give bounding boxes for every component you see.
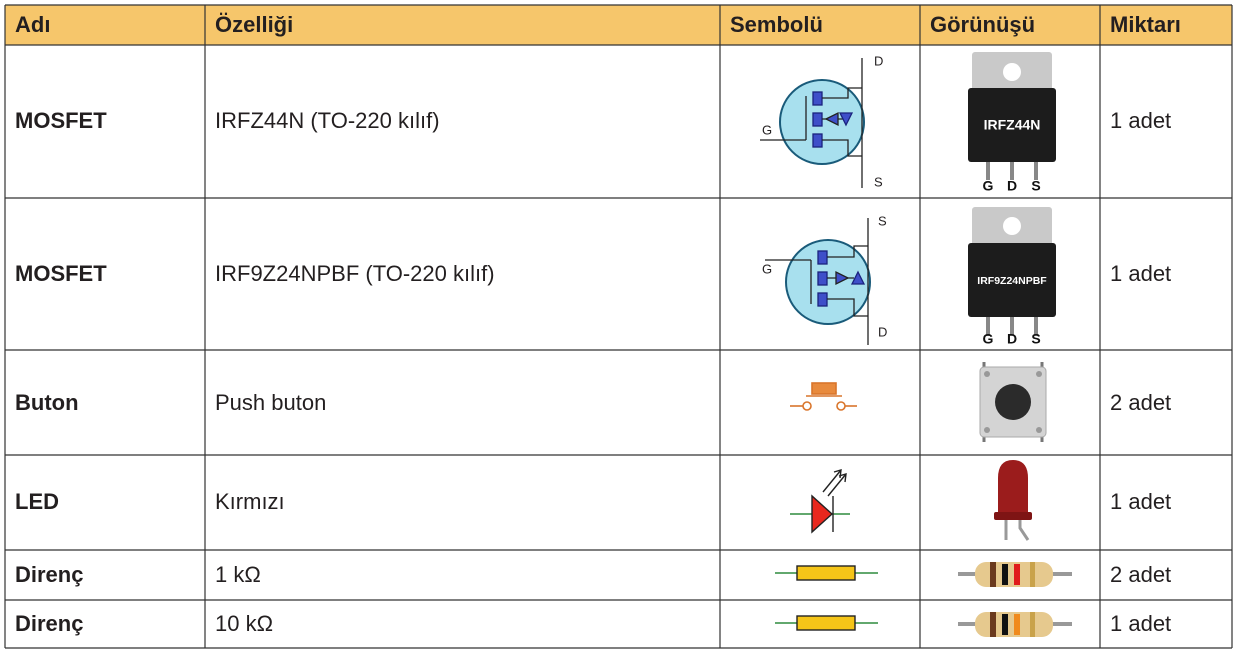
- header-cell: Miktarı: [1110, 12, 1181, 37]
- part-spec: Kırmızı: [215, 489, 285, 514]
- symbol-label: D: [878, 324, 887, 339]
- symbol-label: G: [762, 261, 772, 276]
- to220-part: [968, 207, 1056, 336]
- header-cell: Adı: [15, 12, 50, 37]
- part-qty: 1 adet: [1110, 108, 1171, 133]
- symbol-label: S: [874, 174, 883, 189]
- resistor-part: [958, 612, 1072, 637]
- part-qty: 1 adet: [1110, 489, 1171, 514]
- rows: MOSFET IRFZ44N (TO-220 kılıf) 1 adet MOSFET…: [15, 108, 1171, 636]
- pin-label: D: [1007, 178, 1017, 194]
- resistor-part: [958, 562, 1072, 587]
- part-qty: 1 adet: [1110, 611, 1171, 636]
- part-name: Buton: [15, 390, 79, 415]
- resistor-symbol: [775, 565, 878, 581]
- table-grid: [4, 4, 1233, 649]
- part-qty: 2 adet: [1110, 562, 1171, 587]
- pin-label: S: [1031, 331, 1040, 347]
- button-symbol: [790, 382, 857, 411]
- to220-part: [968, 52, 1056, 180]
- part-name: MOSFET: [15, 261, 107, 286]
- led-symbol: [790, 469, 850, 534]
- part-spec: 10 kΩ: [215, 611, 273, 636]
- part-name: MOSFET: [15, 108, 107, 133]
- header-cell: Sembolü: [730, 12, 823, 37]
- mosfet-n-symbol: [760, 58, 865, 188]
- part-marking: IRF9Z24NPBF: [977, 275, 1047, 287]
- symbol-label: D: [874, 53, 883, 68]
- header-cell: Özelliği: [215, 12, 293, 37]
- mosfet-p-symbol: [765, 218, 871, 345]
- part-spec: IRF9Z24NPBF (TO-220 kılıf): [215, 261, 495, 286]
- part-spec: 1 kΩ: [215, 562, 261, 587]
- part-marking: IRFZ44N: [984, 117, 1041, 133]
- part-qty: 2 adet: [1110, 390, 1171, 415]
- part-name: Direnç: [15, 562, 83, 587]
- symbol-label: G: [762, 122, 772, 137]
- part-spec: IRFZ44N (TO-220 kılıf): [215, 108, 440, 133]
- pin-label: G: [983, 331, 994, 347]
- header: Adı Özelliği Sembolü Görünüşü Miktarı: [15, 12, 1181, 37]
- led-part: [994, 460, 1032, 541]
- pin-label: G: [983, 178, 994, 194]
- part-spec: Push buton: [215, 390, 326, 415]
- button-part: [979, 362, 1047, 442]
- part-name: Direnç: [15, 611, 83, 636]
- part-name: LED: [15, 489, 59, 514]
- header-bg: [5, 5, 1232, 45]
- header-cell: Görünüşü: [930, 12, 1035, 37]
- symbol-label: S: [878, 213, 887, 228]
- resistor-symbol: [775, 615, 878, 631]
- pin-label: D: [1007, 331, 1017, 347]
- part-qty: 1 adet: [1110, 261, 1171, 286]
- pin-label: S: [1031, 178, 1040, 194]
